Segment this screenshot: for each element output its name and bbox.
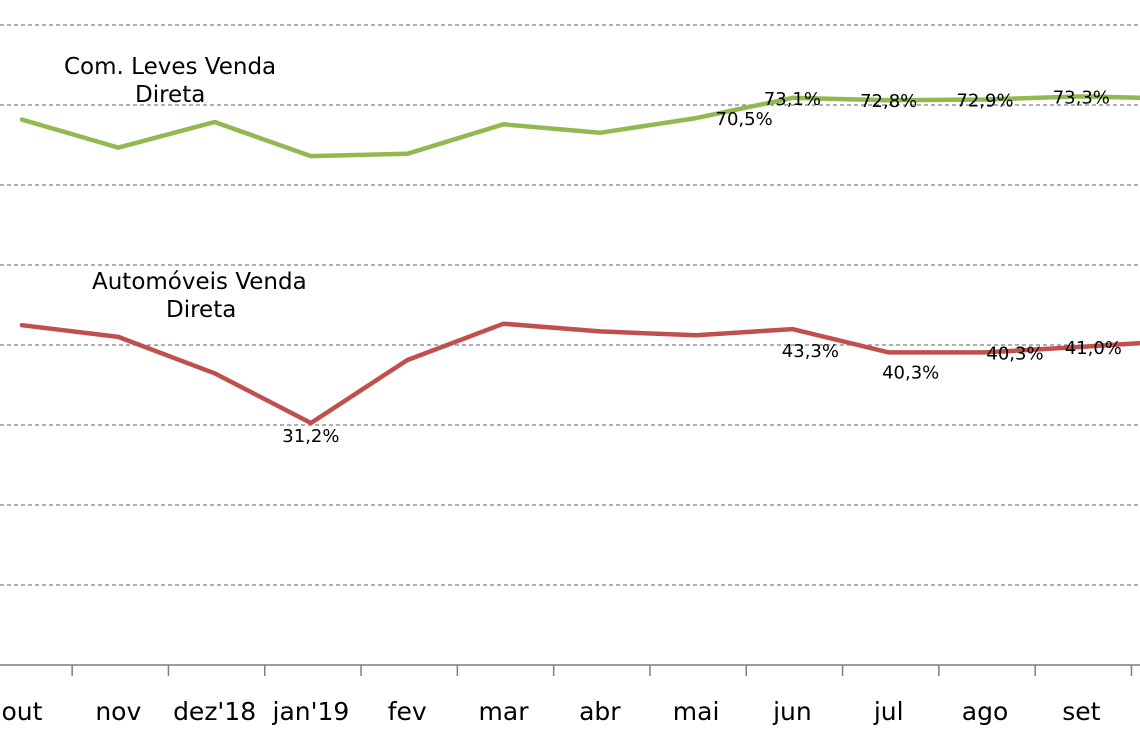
series-label-com-leves-l1: Com. Leves Venda [64, 54, 276, 80]
x-tick-label: jun [772, 697, 812, 726]
data-label: 73,3% [1053, 87, 1110, 108]
x-tick-label: set [1062, 697, 1100, 726]
x-axis: out nov dez'18 jan'19 fev mar abr mai jun jul ago s… [0, 664, 1140, 726]
x-tick-label: ago [962, 697, 1008, 726]
data-label: 31,2% [282, 426, 339, 447]
x-tick-label: jul [873, 697, 904, 726]
data-label: 43,3% [782, 341, 839, 362]
data-label: 72,9% [956, 90, 1013, 111]
data-label: 72,8% [860, 91, 917, 112]
x-tick-label: mai [673, 697, 720, 726]
series-lines [19, 94, 1140, 426]
series-line-1 [19, 321, 1140, 426]
series-label-automoveis: Automóveis Venda Direta [92, 269, 307, 323]
data-label: 70,5% [716, 109, 773, 130]
series-label-com-leves: Com. Leves Venda Direta [64, 54, 276, 108]
series-label-automoveis-l2: Direta [166, 297, 236, 323]
series-line-0 [19, 94, 1140, 159]
data-label: 40,3% [986, 343, 1043, 364]
series-label-com-leves-l2: Direta [135, 82, 205, 108]
x-tick-label: nov [95, 697, 141, 726]
x-tick-label: abr [579, 697, 621, 726]
gridlines [0, 24, 1140, 586]
data-labels: 70,5%73,1% 72,8% 72,9% 73,3% 31,2% 43,3% 40,3%… [282, 87, 1122, 447]
x-tick-label: jan'19 [272, 697, 350, 726]
series-label-automoveis-l1: Automóveis Venda [92, 269, 307, 295]
data-label: 73,1% [764, 89, 821, 110]
x-tick-label: dez'18 [173, 697, 256, 726]
data-label: 40,3% [882, 362, 939, 383]
data-label: 41,0% [1065, 338, 1122, 359]
x-tick-label: fev [388, 697, 427, 726]
x-tick-label: out [2, 697, 43, 726]
x-tick-label: mar [479, 697, 530, 726]
